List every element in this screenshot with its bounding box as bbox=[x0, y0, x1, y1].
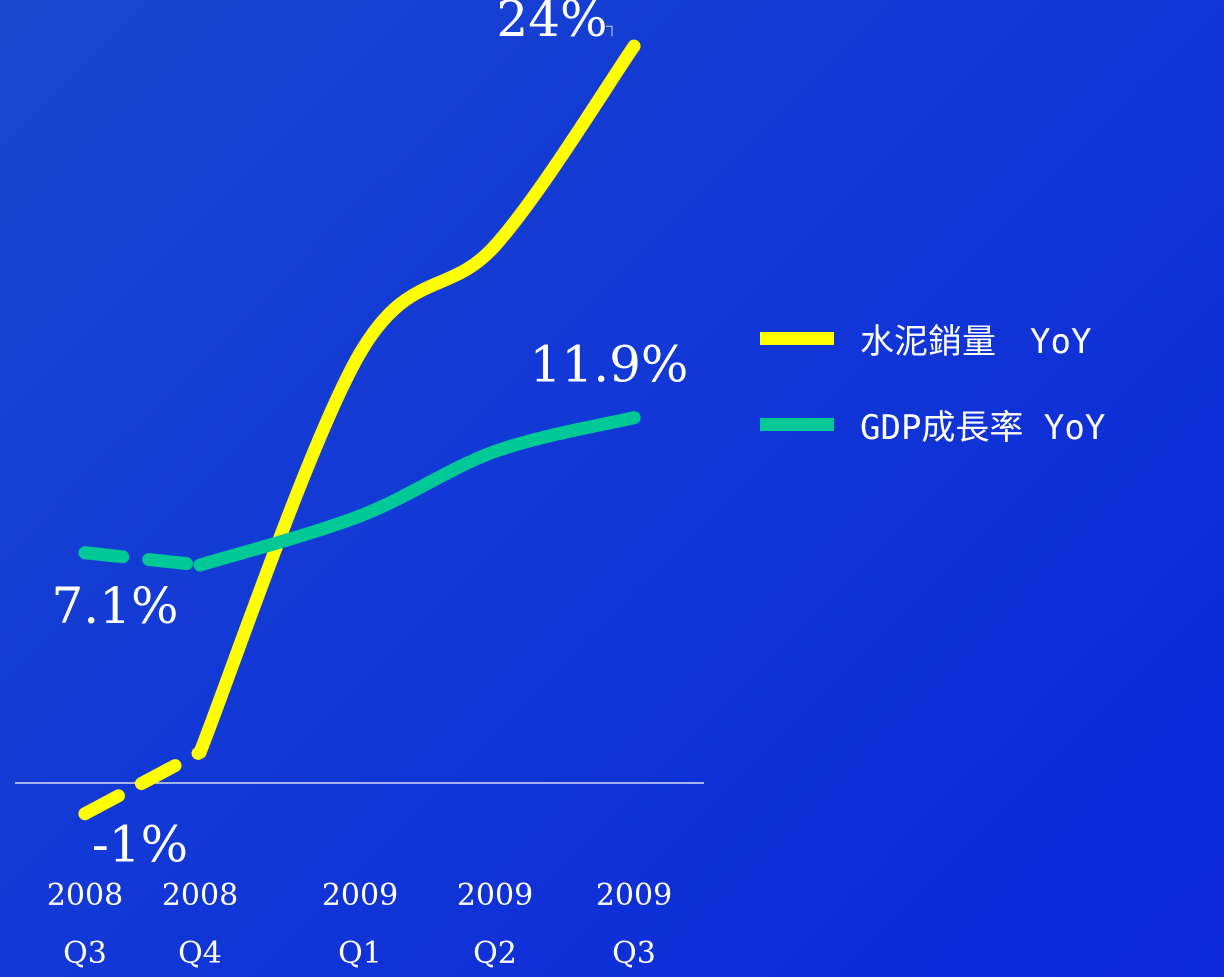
series-line-gdp-dashed bbox=[78, 546, 207, 572]
series-line-cement-dashed bbox=[78, 745, 207, 821]
data-point-gdp-3 bbox=[488, 444, 502, 458]
x-tick-year-1: 2008 bbox=[162, 878, 238, 913]
data-point-gdp-2 bbox=[353, 509, 367, 523]
legend-item-cement: 水泥銷量 YoY bbox=[760, 310, 1220, 366]
x-tick-quarter-2: Q1 bbox=[338, 936, 382, 971]
legend-swatch-gdp bbox=[760, 417, 834, 431]
data-label-cement-4: 24% bbox=[496, 0, 607, 48]
data-point-gdp-0 bbox=[78, 546, 92, 560]
x-tick-year-4: 2009 bbox=[596, 878, 672, 913]
label-leader-24 bbox=[606, 25, 613, 37]
legend-item-gdp: GDP成長率 YoY bbox=[760, 396, 1220, 452]
legend-label-cement: 水泥銷量 YoY bbox=[860, 321, 1092, 362]
x-tick-quarter-4: Q3 bbox=[612, 936, 656, 971]
legend-swatch-cement bbox=[760, 331, 834, 345]
chart-legend: 水泥銷量 YoY GDP成長率 YoY bbox=[760, 310, 1220, 482]
x-tick-quarter-3: Q2 bbox=[473, 936, 517, 971]
data-label-gdp-4: 11.9% bbox=[530, 336, 689, 394]
data-point-cement-4 bbox=[627, 39, 641, 53]
data-point-cement-1 bbox=[193, 745, 207, 759]
data-point-cement-2 bbox=[353, 346, 367, 360]
x-tick-quarter-1: Q4 bbox=[178, 936, 222, 971]
data-point-cement-0 bbox=[78, 807, 92, 821]
series-line-gdp bbox=[193, 411, 641, 572]
data-label-cement-0: -1% bbox=[92, 816, 188, 874]
series-line-cement bbox=[193, 39, 641, 759]
x-tick-year-2: 2009 bbox=[322, 878, 398, 913]
data-point-gdp-1 bbox=[193, 558, 207, 572]
legend-label-gdp: GDP成長率 YoY bbox=[860, 407, 1106, 448]
data-point-gdp-4 bbox=[627, 411, 641, 425]
x-tick-year-0: 2008 bbox=[47, 878, 123, 913]
x-tick-quarter-0: Q3 bbox=[63, 936, 107, 971]
x-tick-year-3: 2009 bbox=[457, 878, 533, 913]
data-label-gdp-1: 7.1% bbox=[51, 577, 178, 635]
cement-gdp-line-chart: -1% 24% 7.1% 11.9% 2008 Q3 2008 Q4 2009 Q1 2009 Q2 2… bbox=[47, 0, 689, 971]
data-point-cement-3 bbox=[488, 239, 502, 253]
